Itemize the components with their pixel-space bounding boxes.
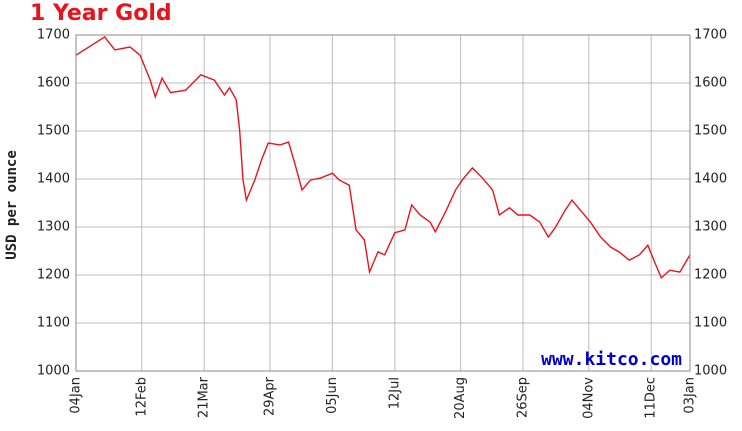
watermark: www.kitco.com (541, 349, 682, 370)
y-tick-label: 1200 (37, 268, 70, 283)
y-tick-label: 1600 (37, 76, 70, 91)
y-axis-label: USD per ounce (4, 150, 20, 260)
y-tick-label-right: 1000 (694, 364, 727, 379)
y-tick-label-right: 1200 (694, 268, 727, 283)
x-tick-label: 21Mar (197, 376, 212, 418)
x-tick-label: 26Sep (516, 377, 531, 418)
x-tick-label: 05Jun (325, 377, 340, 414)
y-tick-label: 1500 (37, 124, 70, 139)
chart-title: 1 Year Gold (30, 1, 172, 26)
y-tick-label-right: 1500 (694, 124, 727, 139)
y-tick-label: 1300 (37, 220, 70, 235)
y-tick-label-right: 1300 (694, 220, 727, 235)
plot-frame (75, 34, 691, 372)
y-tick-label-right: 1600 (694, 76, 727, 91)
x-tick-label: 11Dec (644, 377, 659, 419)
plot-area (75, 34, 691, 372)
y-tick-label: 1100 (37, 316, 70, 331)
x-tick-label: 29Apr (262, 376, 277, 416)
line (75, 35, 691, 280)
x-tick-label: 04Jan (69, 377, 84, 414)
y-tick-label: 1400 (37, 172, 70, 187)
x-tick-label: 03Jan (683, 377, 698, 414)
y-tick-label-right: 1700 (694, 28, 727, 43)
x-tick-label: 12Jul (387, 377, 402, 409)
y-tick-label-right: 1100 (694, 316, 727, 331)
y-tick-label-right: 1400 (694, 172, 727, 187)
x-tick-label: 12Feb (134, 377, 149, 417)
y-tick-label: 1000 (37, 364, 70, 379)
y-tick-label: 1700 (37, 28, 70, 43)
x-tick-label: 04Nov (581, 377, 596, 419)
x-tick-label: 20Aug (453, 377, 468, 419)
